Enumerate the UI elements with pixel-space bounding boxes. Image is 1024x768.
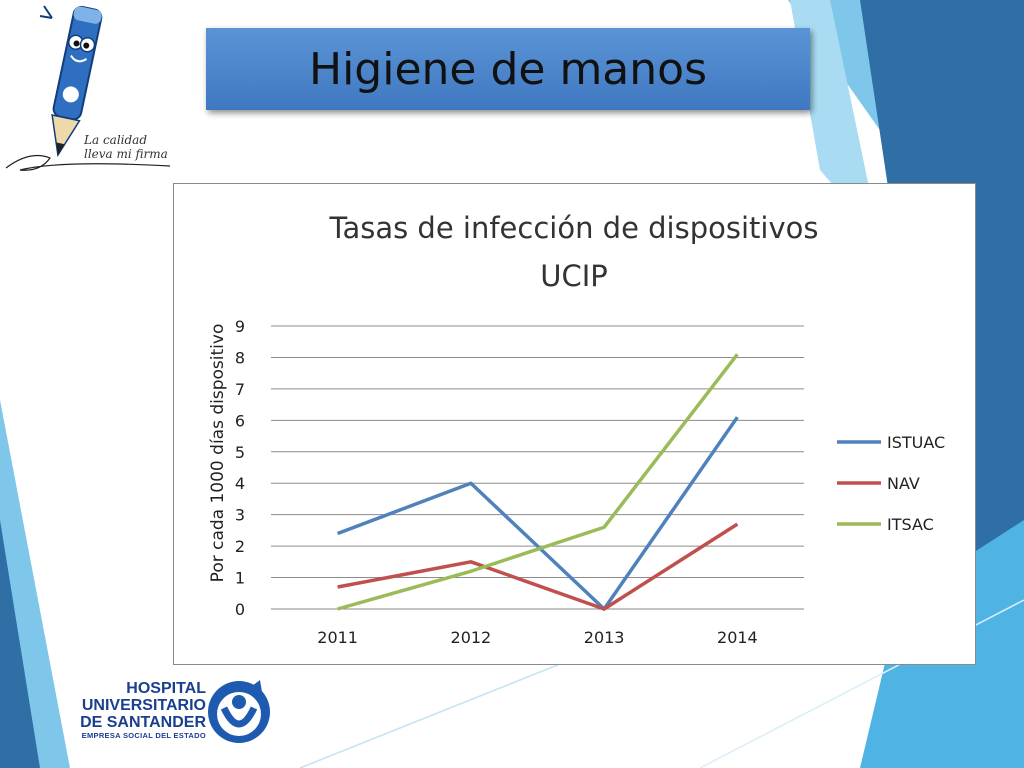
- slide-title-bar: Higiene de manos: [206, 28, 810, 110]
- y-tick-label: 1: [235, 569, 245, 588]
- hospital-logo-icon: [208, 680, 270, 743]
- x-tick-label: 2013: [584, 628, 625, 647]
- x-tick-label: 2011: [317, 628, 358, 647]
- series-line-itsac: [337, 353, 739, 611]
- series-line-nav: [337, 522, 739, 611]
- y-tick-label: 4: [235, 474, 245, 493]
- x-tick-label: 2014: [717, 628, 758, 647]
- pencil-mascot-icon: [5, 5, 171, 171]
- tagline: La calidad lleva mi firma: [84, 133, 168, 161]
- line-chart: Tasas de infección de dispositivos UCIP …: [208, 211, 945, 647]
- hospital-name: HOSPITAL UNIVERSITARIO DE SANTANDER EMPR…: [80, 680, 206, 740]
- x-tick-label: 2012: [451, 628, 492, 647]
- chart-title-line2: UCIP: [540, 259, 608, 293]
- slide-title: Higiene de manos: [308, 43, 708, 95]
- legend-label-istuac: ISTUAC: [887, 433, 945, 452]
- y-tick-label: 7: [235, 380, 245, 399]
- y-axis-label: Por cada 1000 días dispositivo: [208, 324, 228, 583]
- y-tick-label: 0: [235, 600, 245, 619]
- legend-label-itsac: ITSAC: [887, 515, 934, 534]
- y-tick-label: 3: [235, 506, 245, 525]
- y-tick-label: 6: [235, 411, 245, 430]
- y-tick-label: 8: [235, 348, 245, 367]
- series-line-istuac: [337, 416, 739, 611]
- chart-frame: Tasas de infección de dispositivos UCIP …: [173, 183, 976, 665]
- legend-label-nav: NAV: [887, 474, 920, 493]
- y-tick-label: 5: [235, 443, 245, 462]
- y-tick-label: 9: [235, 317, 245, 336]
- chart-title-line1: Tasas de infección de dispositivos: [329, 211, 819, 245]
- y-tick-label: 2: [235, 537, 245, 556]
